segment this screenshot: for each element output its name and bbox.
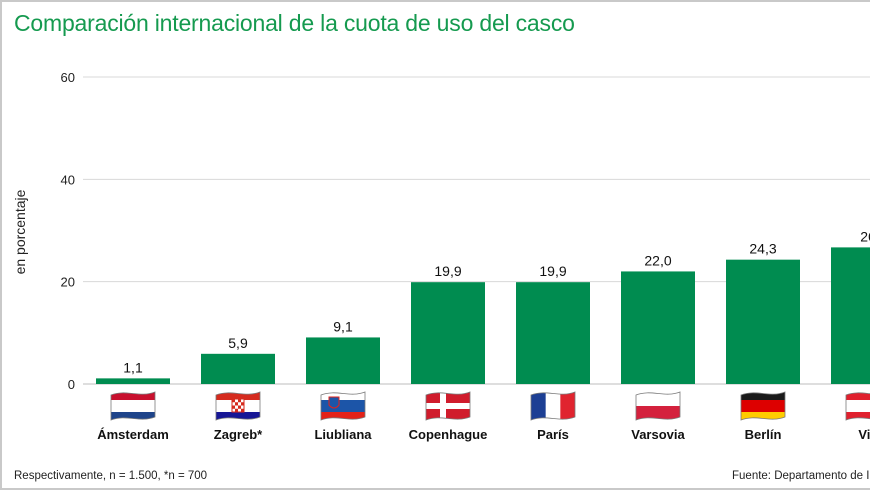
bar — [516, 282, 590, 384]
y-tick-label: 0 — [68, 377, 75, 392]
source-note: Fuente: Departamento de Investig — [732, 470, 870, 482]
bar — [726, 259, 800, 384]
slovenia-flag — [320, 391, 366, 421]
bar-value-label: 9,1 — [333, 318, 353, 334]
poland-flag — [635, 391, 681, 421]
bar-value-label: 22,0 — [644, 252, 671, 268]
y-tick-label: 60 — [61, 70, 75, 85]
germany-flag — [740, 391, 786, 421]
bar — [306, 337, 380, 384]
x-tick-label: Berlín — [745, 427, 782, 442]
bar — [96, 378, 170, 384]
x-tick-label: Liubliana — [314, 427, 372, 442]
bar — [831, 247, 870, 384]
chart-title: Comparación internacional de la cuota de… — [14, 10, 575, 36]
austria-flag — [845, 392, 870, 421]
bar — [621, 271, 695, 384]
bar — [411, 282, 485, 384]
netherlands-flag — [110, 391, 156, 421]
bar — [201, 353, 275, 384]
bar-value-label: 1,1 — [123, 359, 143, 375]
x-tick-label: Copenhague — [409, 427, 488, 442]
x-tick-label: Vie — [858, 427, 870, 442]
bar-value-label: 24,3 — [749, 241, 776, 257]
bar-value-label: 26 — [860, 228, 870, 244]
bar-value-label: 5,9 — [228, 335, 248, 351]
x-tick-label: Ámsterdam — [97, 427, 169, 442]
france-flag — [530, 391, 576, 421]
x-tick-label: Varsovia — [631, 427, 685, 442]
x-tick-label: Zagreb* — [214, 427, 263, 442]
bar-value-label: 19,9 — [539, 263, 566, 279]
sample-size-note: Respectivamente, n = 1.500, *n = 700 — [14, 470, 208, 482]
y-tick-label: 40 — [61, 172, 75, 187]
denmark-flag — [425, 391, 471, 421]
croatia-flag — [215, 391, 261, 421]
x-tick-label: París — [537, 427, 569, 442]
bar-value-label: 19,9 — [434, 263, 461, 279]
y-tick-label: 20 — [61, 275, 75, 290]
